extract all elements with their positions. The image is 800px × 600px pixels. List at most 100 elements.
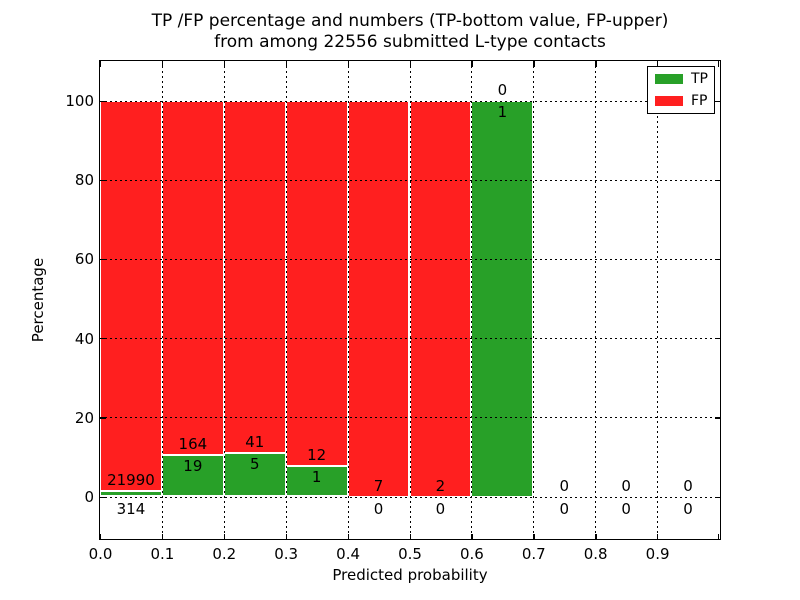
y-tick-mark <box>714 179 720 182</box>
x-tick-mark <box>657 61 659 67</box>
vertical-gridline <box>471 61 473 539</box>
y-tick-mark <box>714 338 720 340</box>
legend-item-fp: FP <box>655 94 708 108</box>
x-tick-mark <box>347 61 349 67</box>
legend: TP FP <box>647 66 715 114</box>
y-tick-mark <box>100 496 106 498</box>
tp-legend-swatch <box>655 74 683 84</box>
fp-count-label: 12 <box>307 446 327 465</box>
fp-count-label: 164 <box>178 435 208 454</box>
ticks-layer <box>100 61 720 539</box>
x-tick-mark <box>533 533 535 539</box>
tp-count-label: 1 <box>497 102 508 121</box>
vertical-gridline <box>285 61 287 539</box>
tp-count-label: 19 <box>183 457 203 476</box>
y-tick-mark <box>100 338 106 340</box>
y-tick-mark <box>100 258 106 261</box>
tp-count-label: 0 <box>435 500 446 518</box>
x-tick-mark <box>285 533 288 539</box>
legend-item-tp: TP <box>655 70 708 87</box>
fp-bar <box>347 100 410 497</box>
chart-title-line2: from among 22556 submitted L-type contac… <box>214 32 606 52</box>
tp-count-label: 0 <box>373 500 384 518</box>
chart-title: TP /FP percentage and numbers (TP-bottom… <box>99 11 721 53</box>
tp-count-label: 1 <box>311 468 322 487</box>
fp-count-label: 0 <box>559 476 570 495</box>
x-tick-mark <box>409 61 411 67</box>
fp-count-label: 0 <box>683 476 693 495</box>
x-tick-mark <box>657 533 659 539</box>
y-tick-mark <box>714 100 720 102</box>
vertical-gridline <box>595 61 597 539</box>
y-tick-label: 80 <box>74 171 94 190</box>
fp-bar <box>285 100 348 467</box>
x-tick-label: 0.3 <box>274 545 299 563</box>
y-tick-mark <box>714 258 720 261</box>
y-tick-mark <box>100 417 106 419</box>
x-tick-mark <box>717 61 719 67</box>
fp-count-label: 21990 <box>107 470 155 489</box>
fp-count-label: 41 <box>245 433 265 452</box>
fp-bar <box>409 100 472 497</box>
x-tick-mark <box>100 533 102 539</box>
tp-count-label: 0 <box>621 500 631 518</box>
tp-count-label: 5 <box>249 455 260 474</box>
tp-bar <box>285 466 348 497</box>
tp-bar <box>223 453 286 497</box>
plot-area: 21990 314 164 19 41 5 12 1 7 0 2 0 0 1 0 0 0 0 0 0 <box>99 60 721 540</box>
x-tick-label: 0.2 <box>212 545 237 563</box>
vertical-gridline <box>533 61 535 539</box>
x-tick-mark <box>100 61 102 67</box>
y-tick-mark <box>100 100 106 102</box>
y-tick-label: 100 <box>65 92 94 110</box>
bars-layer <box>100 61 720 539</box>
vertical-gridline <box>161 61 163 539</box>
x-tick-mark <box>285 61 288 67</box>
fp-count-label: 7 <box>373 476 384 495</box>
vertical-gridline <box>347 61 349 539</box>
x-tick-label: 0.0 <box>88 545 113 563</box>
y-tick-label: 60 <box>74 250 94 269</box>
x-tick-mark <box>717 533 719 539</box>
fp-count-label: 0 <box>497 80 508 99</box>
y-tick-label: 20 <box>74 408 94 427</box>
fp-count-label: 2 <box>435 476 446 495</box>
x-tick-mark <box>161 533 164 539</box>
vertical-gridline <box>409 61 411 539</box>
x-tick-mark <box>161 61 164 67</box>
x-tick-mark <box>223 533 226 539</box>
fp-legend-swatch <box>655 96 683 106</box>
y-tick-mark <box>714 496 720 498</box>
x-tick-label: 0.5 <box>398 545 422 563</box>
x-tick-mark <box>347 533 349 539</box>
x-tick-label: 0.4 <box>336 545 361 563</box>
grid-layer <box>100 61 720 539</box>
bar-labels-layer: 21990 314 164 19 41 5 12 1 7 0 2 0 0 1 0 0 0 0 0 0 <box>100 61 720 539</box>
tp-legend-label: TP <box>691 70 708 87</box>
x-tick-mark <box>223 61 226 67</box>
tp-count-label: 314 <box>116 500 146 518</box>
y-tick-label: 0 <box>84 488 94 506</box>
x-tick-label: 0.9 <box>645 545 670 563</box>
y-tick-label: 40 <box>74 329 94 348</box>
x-tick-mark <box>595 61 597 67</box>
fp-bar <box>100 100 162 491</box>
fp-bar <box>161 100 224 456</box>
vertical-gridline <box>657 61 659 539</box>
x-tick-label: 0.8 <box>583 545 608 563</box>
chart-title-line1: TP /FP percentage and numbers (TP-bottom… <box>151 11 669 31</box>
tp-bar <box>100 490 162 497</box>
x-tick-label: 0.6 <box>459 545 484 563</box>
x-tick-label: 0.1 <box>150 545 175 563</box>
tp-count-label: 0 <box>683 500 693 518</box>
vertical-gridline <box>223 61 225 539</box>
x-axis-label: Predicted probability <box>332 566 488 584</box>
y-tick-mark <box>714 417 720 419</box>
x-tick-mark <box>471 61 473 67</box>
x-tick-mark <box>533 61 535 67</box>
x-tick-label: 0.7 <box>521 545 546 563</box>
x-tick-mark <box>471 533 473 539</box>
y-tick-mark <box>100 179 106 182</box>
x-tick-mark <box>409 533 411 539</box>
